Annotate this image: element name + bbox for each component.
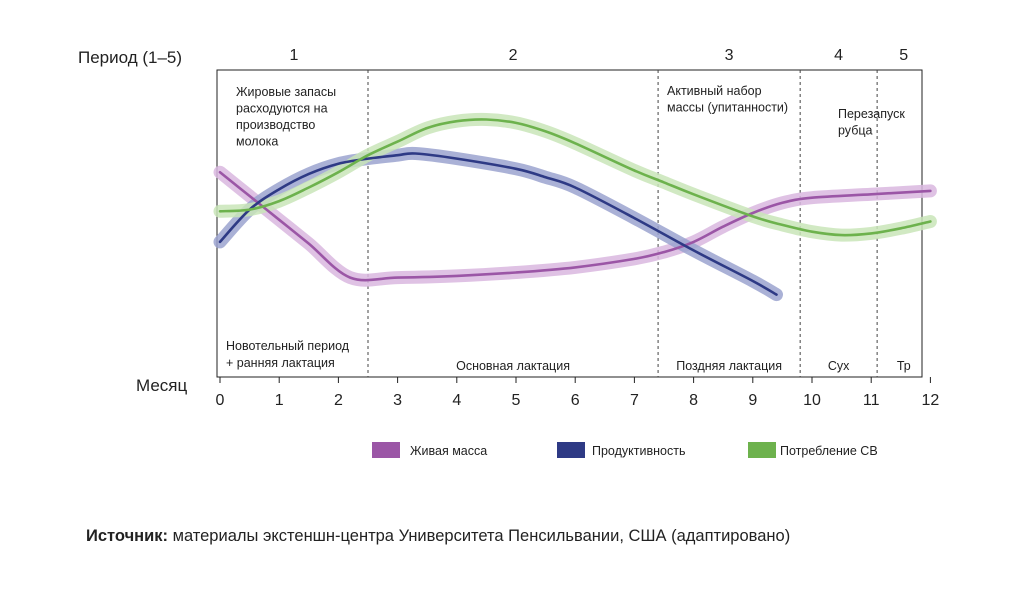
source-note: Источник: материалы экстеншн-центра Унив… <box>86 527 790 546</box>
period-label-4: 4 <box>834 47 843 64</box>
bottom-note-4: Сух <box>828 359 850 373</box>
top-note-4-line-0: Перезапуск <box>838 107 905 121</box>
period-label-5: 5 <box>899 47 908 64</box>
x-tick-label-6: 6 <box>571 392 580 409</box>
period-labels: 1 2 3 4 5 <box>290 47 909 64</box>
x-tick-label-8: 8 <box>689 392 698 409</box>
x-tick-label-10: 10 <box>803 392 821 409</box>
x-tick-label-11: 11 <box>863 392 880 409</box>
plot-frame <box>216 69 923 378</box>
top-note-3-line-1: массы (упитанности) <box>667 101 788 115</box>
source-prefix: Источник: <box>86 527 169 545</box>
x-axis: 0 1 2 3 4 5 6 7 8 9 10 11 12 <box>216 377 940 409</box>
x-tick-label-2: 2 <box>334 392 343 409</box>
annotations: Жировые запасы расходуются на производство… <box>226 84 911 373</box>
x-tick-label-9: 9 <box>748 392 757 409</box>
period-label-1: 1 <box>290 47 299 64</box>
x-tick-label-4: 4 <box>452 392 461 409</box>
period-label-2: 2 <box>509 47 518 64</box>
legend-swatch-2 <box>748 442 776 458</box>
legend-label-1: Продуктивность <box>592 444 685 458</box>
bottom-note-3: Поздняя лактация <box>676 359 782 373</box>
series-line-2 <box>218 118 932 237</box>
source-text: материалы экстеншн-центра Университета П… <box>168 527 791 545</box>
top-note-1-line-1: расходуются на <box>236 102 328 116</box>
top-note-3-line-0: Активный набор <box>667 84 762 98</box>
top-note-1-line-3: молока <box>236 135 278 149</box>
x-axis-title: Месяц <box>136 376 188 395</box>
x-tick-label-7: 7 <box>630 392 639 409</box>
x-tick-label-12: 12 <box>922 392 940 409</box>
period-label-3: 3 <box>725 47 734 64</box>
series-line-0 <box>218 170 932 282</box>
top-note-1-line-2: производство <box>236 118 315 132</box>
legend: Живая масса Продуктивность Потребление СВ <box>372 442 878 458</box>
bottom-note-1-line-1: + ранняя лактация <box>226 356 335 370</box>
legend-label-0: Живая масса <box>410 444 487 458</box>
bottom-note-1-line-0: Новотельный период <box>226 339 350 353</box>
x-tick-label-5: 5 <box>512 392 521 409</box>
series-lines <box>218 118 932 296</box>
x-tick-label-0: 0 <box>216 392 225 409</box>
bottom-note-2: Основная лактация <box>456 359 570 373</box>
top-note-4-line-1: рубца <box>838 124 873 138</box>
period-axis-title: Период (1–5) <box>78 48 182 67</box>
series-line-1 <box>218 152 778 296</box>
x-tick-label-3: 3 <box>393 392 402 409</box>
legend-swatch-0 <box>372 442 400 458</box>
top-note-1-line-0: Жировые запасы <box>236 85 336 99</box>
legend-swatch-1 <box>557 442 585 458</box>
x-tick-label-1: 1 <box>275 392 284 409</box>
bottom-note-5: Тр <box>897 359 911 373</box>
legend-label-2: Потребление СВ <box>780 444 878 458</box>
